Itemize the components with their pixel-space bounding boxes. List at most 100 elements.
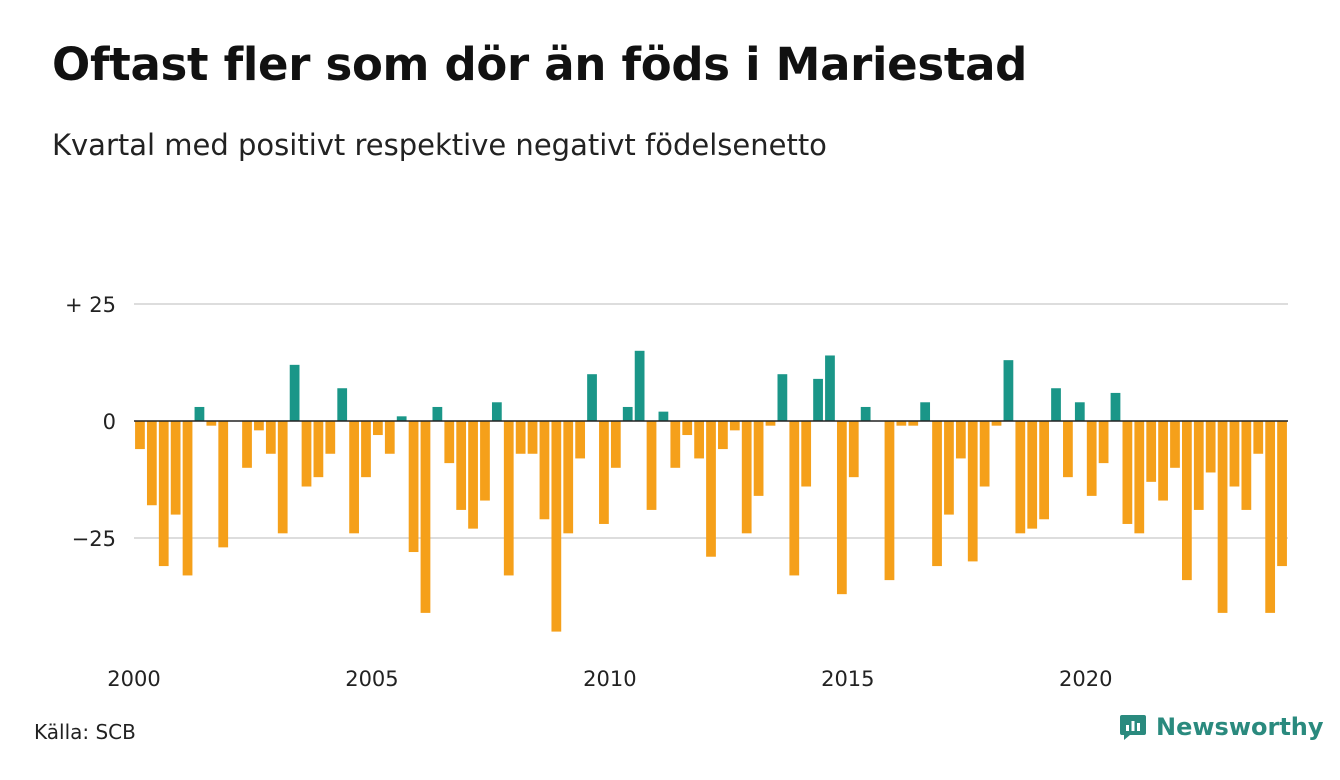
chart-title: Oftast fler som dör än föds i Mariestad: [52, 38, 1028, 91]
bar: [1027, 421, 1038, 529]
bar: [610, 421, 621, 468]
x-tick-label: 2015: [821, 667, 874, 691]
bar: [563, 421, 574, 534]
bar: [836, 421, 847, 595]
bar: [1265, 421, 1276, 613]
bar: [789, 421, 800, 576]
bar: [480, 421, 490, 501]
bar: [289, 364, 300, 421]
bar: [337, 388, 348, 421]
bar: [1003, 360, 1014, 421]
bar: [349, 421, 359, 534]
bar: [884, 421, 895, 581]
bar: [741, 421, 752, 534]
bar: [265, 421, 276, 454]
x-tick-label: 2020: [1059, 667, 1112, 691]
bar: [729, 421, 740, 431]
bar: [1158, 421, 1168, 501]
bar: [491, 402, 502, 421]
bar: [1193, 421, 1204, 510]
bar: [991, 421, 1002, 426]
x-tick-label: 2000: [107, 667, 160, 691]
bar: [313, 421, 324, 478]
bar: [896, 421, 907, 426]
chart-subtitle: Kvartal med positivt respektive negativt…: [52, 128, 827, 162]
bar: [967, 421, 978, 562]
bar: [551, 421, 562, 632]
bar: [1039, 421, 1049, 520]
y-tick-label: −25: [72, 527, 116, 551]
y-axis-labels: + 25 0 −25: [65, 293, 116, 551]
bar: [1110, 392, 1121, 421]
bar: [1122, 421, 1133, 524]
bar: [408, 421, 419, 553]
bar: [682, 421, 693, 436]
bar: [135, 421, 145, 450]
bar: [396, 416, 407, 421]
bar: [718, 421, 728, 450]
bar: [1217, 421, 1228, 613]
bar: [456, 421, 467, 510]
bar: [848, 421, 859, 478]
bar: [444, 421, 455, 464]
bar: [1015, 421, 1026, 534]
bar: [420, 421, 431, 613]
bar: [361, 421, 371, 478]
bar: [325, 421, 336, 454]
bar: [813, 378, 823, 421]
bar: [646, 421, 657, 510]
x-tick-label: 2010: [583, 667, 636, 691]
bar: [658, 411, 669, 421]
bar: [146, 421, 157, 506]
bar: [206, 421, 217, 426]
bar: [1277, 421, 1287, 567]
bar: [1182, 421, 1192, 581]
bar: [694, 421, 704, 459]
bar: [1074, 402, 1085, 421]
bar: [765, 421, 776, 426]
bar: [908, 421, 919, 426]
bar: [825, 355, 835, 421]
bar: [277, 421, 288, 534]
bar: [432, 406, 443, 421]
bar: [1098, 421, 1109, 464]
bar: [242, 421, 252, 468]
bar: [599, 421, 609, 524]
bar: [158, 421, 169, 567]
bar: [1170, 421, 1180, 468]
newsworthy-logo-icon: [1120, 715, 1146, 740]
bar: [1241, 421, 1252, 510]
x-tick-label: 2005: [345, 667, 398, 691]
bar: [753, 421, 764, 496]
brand-logo: Newsworthy: [1118, 712, 1324, 742]
bar: [182, 421, 193, 576]
bar: [1134, 421, 1145, 534]
bar: [301, 421, 312, 487]
bar: [932, 421, 942, 567]
bar: [801, 421, 812, 487]
bar: [670, 421, 681, 468]
bar: [1253, 421, 1264, 454]
bar: [860, 406, 871, 421]
source-note: Källa: SCB: [34, 720, 136, 744]
bar: [194, 406, 205, 421]
bar: [1086, 421, 1097, 496]
bar: [979, 421, 990, 487]
bar: [539, 421, 550, 520]
bar: [622, 406, 633, 421]
bar: [1063, 421, 1073, 478]
y-tick-label: 0: [103, 410, 116, 434]
bar: [1205, 421, 1216, 473]
bar: [527, 421, 538, 454]
y-tick-label: + 25: [65, 293, 116, 317]
bar: [634, 350, 645, 421]
bar: [254, 421, 264, 431]
bar: [384, 421, 395, 454]
bar: [468, 421, 478, 529]
bar: [777, 374, 788, 421]
bar: [515, 421, 526, 454]
bar: [955, 421, 966, 459]
bar: [706, 421, 716, 557]
bar: [1051, 388, 1061, 421]
bar: [170, 421, 181, 515]
